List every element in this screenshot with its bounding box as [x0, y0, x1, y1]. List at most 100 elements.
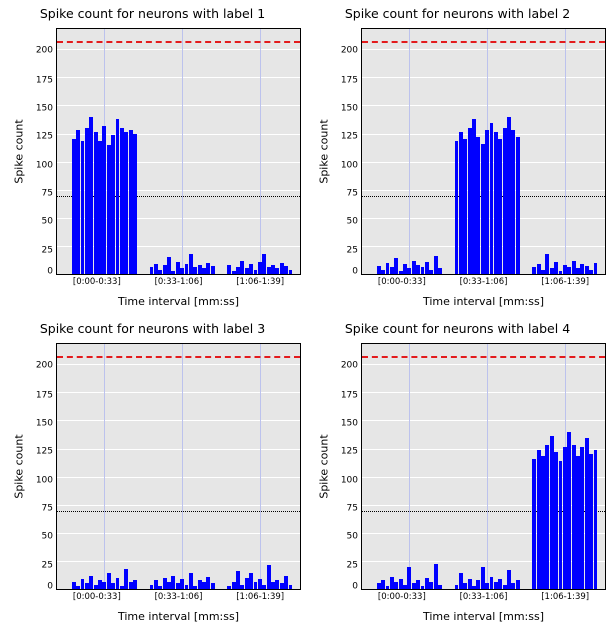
bar — [381, 580, 385, 589]
bar — [485, 130, 489, 274]
bar — [81, 579, 85, 589]
bars-layer — [362, 29, 605, 274]
bar — [576, 456, 580, 589]
bar — [129, 130, 133, 274]
bar — [438, 585, 442, 589]
bar — [463, 139, 467, 274]
bar — [459, 132, 463, 274]
bar — [158, 586, 162, 589]
figure-grid: Spike count for neurons with label 1Spik… — [0, 0, 612, 630]
bar — [554, 452, 558, 589]
y-axis-label: Spike count — [309, 343, 339, 590]
x-ticks: [0:00-0:33][0:33-1:06][1:06-1:39] — [361, 590, 606, 610]
x-axis-label: Time interval [mm:ss] — [361, 610, 606, 626]
bar — [85, 128, 89, 274]
bar — [463, 583, 467, 589]
bar — [485, 583, 489, 589]
bar — [516, 580, 520, 589]
bar — [236, 571, 240, 589]
bar — [258, 262, 262, 274]
y-axis-label: Spike count — [309, 28, 339, 275]
bar — [133, 580, 137, 589]
y-axis-label: Spike count — [4, 343, 34, 590]
bar — [476, 580, 480, 589]
bar — [198, 580, 202, 589]
bar — [240, 585, 244, 589]
bar — [120, 128, 124, 274]
x-ticks: [0:00-0:33][0:33-1:06][1:06-1:39] — [56, 590, 301, 610]
bar — [124, 569, 128, 589]
bar — [421, 586, 425, 589]
y-ticks: 0255075100125150175200 — [34, 28, 56, 275]
bar — [407, 567, 411, 589]
bar — [490, 577, 494, 589]
bar — [107, 573, 111, 589]
bar — [507, 570, 511, 589]
bar — [498, 139, 502, 274]
bar — [494, 132, 498, 274]
bar — [76, 586, 80, 589]
bar — [232, 582, 236, 589]
bar — [211, 266, 215, 274]
bar — [434, 256, 438, 274]
bar — [541, 456, 545, 589]
bar — [180, 579, 184, 589]
x-ticks: [0:00-0:33][0:33-1:06][1:06-1:39] — [56, 275, 301, 295]
bar — [394, 258, 398, 274]
bar — [129, 582, 133, 589]
bar — [94, 585, 98, 589]
bar — [85, 583, 89, 589]
bar — [511, 130, 515, 274]
bar — [425, 262, 429, 274]
bar — [167, 582, 171, 589]
bar — [280, 263, 284, 274]
bar — [585, 438, 589, 589]
bar — [399, 271, 403, 274]
bar — [202, 268, 206, 274]
bar — [455, 585, 459, 589]
bar — [202, 582, 206, 589]
panel-label4: Spike count for neurons with label 4Spik… — [309, 319, 606, 626]
panel-label1: Spike count for neurons with label 1Spik… — [4, 4, 301, 311]
bar — [111, 135, 115, 274]
bar — [284, 576, 288, 589]
bar — [481, 144, 485, 274]
bar — [481, 567, 485, 589]
bar — [267, 565, 271, 589]
bar — [262, 254, 266, 274]
bar — [545, 445, 549, 589]
bar — [468, 128, 472, 274]
bar — [275, 580, 279, 589]
bar — [289, 270, 293, 274]
bar — [167, 257, 171, 274]
panel-title: Spike count for neurons with label 4 — [309, 319, 606, 343]
bar — [271, 582, 275, 589]
bar — [476, 137, 480, 274]
bar — [563, 265, 567, 274]
bar — [421, 267, 425, 274]
y-ticks: 0255075100125150175200 — [339, 28, 361, 275]
bar — [532, 459, 536, 589]
bar — [580, 264, 584, 274]
panel-label2: Spike count for neurons with label 2Spik… — [309, 4, 606, 311]
bar — [275, 268, 279, 274]
bar — [438, 268, 442, 274]
bar — [150, 267, 154, 274]
bar — [567, 432, 571, 589]
bars-layer — [362, 344, 605, 589]
bar — [116, 578, 120, 589]
bar — [511, 583, 515, 589]
bar — [206, 577, 210, 589]
x-axis-label: Time interval [mm:ss] — [56, 295, 301, 311]
bar — [472, 586, 476, 589]
x-ticks: [0:00-0:33][0:33-1:06][1:06-1:39] — [361, 275, 606, 295]
bar — [589, 270, 593, 274]
bar — [503, 585, 507, 589]
bar — [381, 270, 385, 274]
bar — [537, 450, 541, 589]
bar — [559, 461, 563, 589]
bar — [550, 268, 554, 274]
bar — [171, 271, 175, 274]
bar — [124, 132, 128, 274]
bar — [254, 582, 258, 589]
